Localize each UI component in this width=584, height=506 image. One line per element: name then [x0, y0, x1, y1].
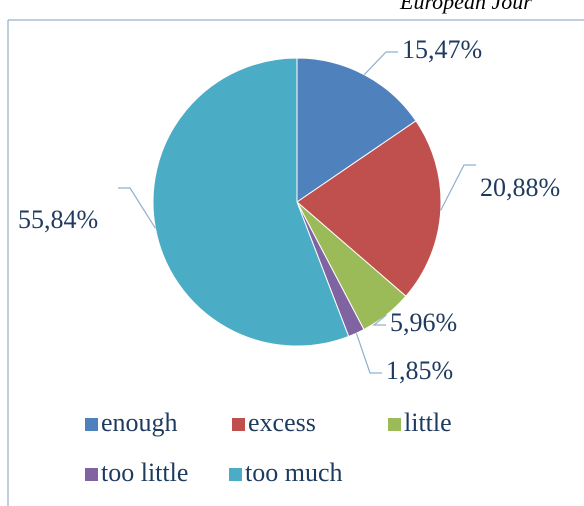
data-label: 55,84% [18, 205, 98, 234]
legend-label: too little [101, 458, 188, 487]
data-label: 15,47% [402, 35, 482, 64]
leader-line [372, 314, 387, 326]
leader-line [355, 332, 382, 374]
legend-swatch [229, 468, 242, 481]
pie-slice [296, 120, 442, 297]
legend-swatch [85, 468, 98, 481]
data-label: 5,96% [390, 308, 457, 337]
legend-swatch [388, 418, 401, 431]
leader-line [440, 164, 476, 211]
legend-label: enough [101, 408, 178, 437]
pie-slice [152, 57, 350, 347]
legend-swatch [85, 418, 98, 431]
leader-line [118, 187, 156, 229]
legend-label: excess [248, 408, 316, 437]
header-bg [380, 0, 584, 19]
data-label: 1,85% [386, 356, 453, 385]
annotation: European Jour [399, 0, 532, 14]
data-label: 20,88% [480, 173, 560, 202]
legend-label: too much [245, 458, 343, 487]
legend-swatch [232, 418, 245, 431]
leader-line [363, 51, 398, 76]
legend-label: little [404, 408, 452, 437]
